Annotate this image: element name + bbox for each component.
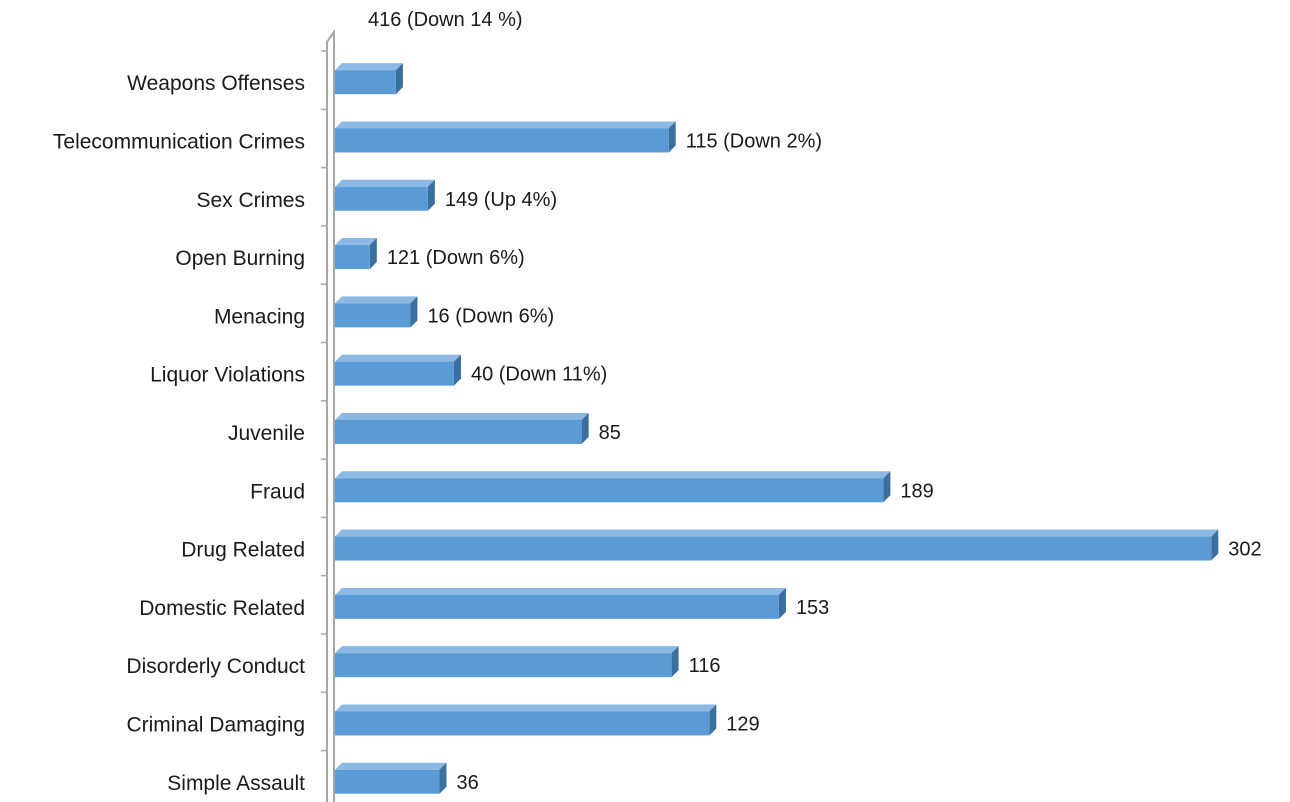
bar-side-face <box>1211 529 1219 561</box>
bar <box>335 419 582 444</box>
bar-group <box>335 121 676 153</box>
bar-top-face <box>335 296 418 304</box>
data-label: 149 (Up 4%) <box>445 189 557 211</box>
bar <box>335 536 1212 561</box>
category-label: Juvenile <box>228 422 305 445</box>
bar-side-face <box>671 646 679 678</box>
bar-side-face <box>581 412 589 444</box>
bar <box>335 653 672 678</box>
bar-group <box>335 63 403 95</box>
category-label: Menacing <box>214 305 305 328</box>
bar-group <box>335 354 461 386</box>
data-label: 115 (Down 2%) <box>686 130 822 152</box>
bar-top-face <box>335 646 679 654</box>
bar <box>335 711 710 736</box>
category-label: Criminal Damaging <box>126 713 305 736</box>
bar-side-face <box>439 762 447 794</box>
data-label: 416 (Down 14 %) <box>368 9 523 31</box>
bar-top-face <box>335 471 891 479</box>
bar-side-face <box>778 587 786 619</box>
category-label: Liquor Violations <box>150 364 305 387</box>
bar-top-face <box>335 587 786 595</box>
bar-group <box>335 529 1219 561</box>
data-label: 85 <box>599 422 621 444</box>
bar <box>335 128 669 153</box>
bars-layer <box>335 63 1219 794</box>
bar-top-face <box>335 762 447 770</box>
category-label: Weapons Offenses <box>127 72 305 95</box>
bar-top-face <box>335 412 589 420</box>
bar-group <box>335 704 717 736</box>
bar <box>335 478 884 503</box>
bar-top-face <box>335 529 1219 537</box>
data-label: 302 <box>1228 539 1261 561</box>
category-label: Domestic Related <box>139 597 305 620</box>
bar-top-face <box>335 354 461 362</box>
category-label: Sex Crimes <box>196 189 305 212</box>
bar-group <box>335 587 786 619</box>
data-label: 40 (Down 11%) <box>471 364 607 386</box>
bar <box>335 594 779 619</box>
data-label: 36 <box>456 772 478 794</box>
bar-group <box>335 179 435 211</box>
bar-group <box>335 238 377 270</box>
data-label: 116 <box>689 655 721 677</box>
y-axis-wall <box>326 28 335 802</box>
data-label: 129 <box>726 713 759 735</box>
category-label: Fraud <box>250 480 305 503</box>
data-label: 16 (Down 6%) <box>427 305 554 327</box>
category-label: Drug Related <box>181 539 305 562</box>
bar-top-face <box>335 238 377 246</box>
bar-side-face <box>395 63 403 95</box>
bar-group <box>335 762 447 794</box>
bar-side-face <box>709 704 717 736</box>
bar-group <box>335 471 891 503</box>
bar-top-face <box>335 121 676 129</box>
bar <box>335 769 440 794</box>
bar <box>335 303 411 328</box>
bar <box>335 186 428 211</box>
bar <box>335 361 454 386</box>
category-label: Telecommunication Crimes <box>53 130 305 153</box>
bar-side-face <box>427 179 435 211</box>
bar-group <box>335 296 418 328</box>
category-label: Simple Assault <box>167 772 305 795</box>
bar <box>335 245 370 270</box>
bar-top-face <box>335 179 435 187</box>
data-label: 153 <box>796 597 829 619</box>
data-label: 189 <box>900 480 933 502</box>
category-label: Open Burning <box>175 247 305 270</box>
data-label: 121 (Down 6%) <box>387 247 525 269</box>
axis-layer <box>321 28 335 802</box>
labels-layer: Weapons Offenses 416 (Down 14 %) Telecommu… <box>53 9 1262 795</box>
bar-top-face <box>335 63 403 71</box>
bar-side-face <box>453 354 461 386</box>
bar-side-face <box>410 296 418 328</box>
bar-group <box>335 412 589 444</box>
bar-side-face <box>668 121 676 153</box>
bar-side-face <box>883 471 891 503</box>
category-label: Disorderly Conduct <box>126 655 305 678</box>
bar <box>335 70 396 95</box>
bar-group <box>335 646 679 678</box>
bar-side-face <box>369 238 377 270</box>
bar-top-face <box>335 704 717 712</box>
